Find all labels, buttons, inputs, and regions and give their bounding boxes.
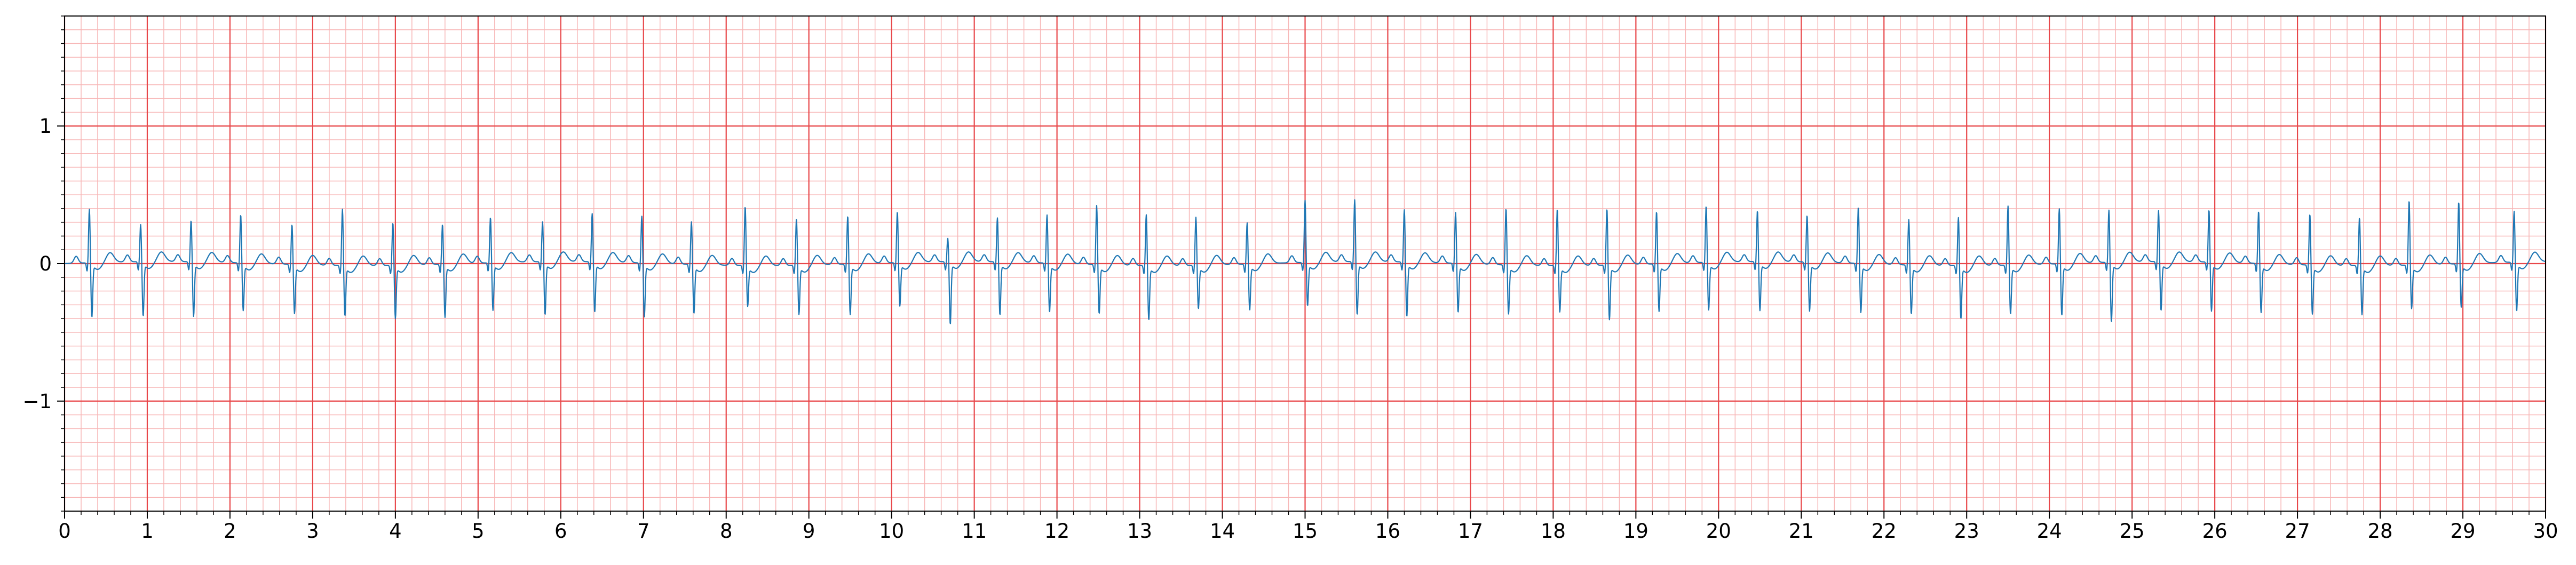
y-axis-ticks: −1 0 1 [22,16,65,511]
y-tick-label: 0 [39,252,52,275]
x-tick-label: 27 [2285,520,2310,543]
x-tick-label: 30 [2533,520,2558,543]
x-tick-label: 7 [637,520,650,543]
x-tick-label: 13 [1127,520,1152,543]
x-tick-label: 21 [1789,520,1814,543]
x-tick-label: 16 [1375,520,1400,543]
x-tick-label: 26 [2202,520,2228,543]
x-tick-label: 28 [2368,520,2393,543]
y-tick-label: 1 [39,115,52,138]
x-tick-label: 22 [1872,520,1897,543]
x-tick-label: 0 [58,520,71,543]
x-tick-label: 17 [1458,520,1483,543]
x-tick-label: 18 [1541,520,1566,543]
major-grid [65,16,2546,511]
x-tick-label: 29 [2450,520,2475,543]
x-tick-label: 25 [2120,520,2145,543]
x-tick-label: 2 [224,520,236,543]
x-tick-label: 14 [1210,520,1235,543]
x-tick-label: 12 [1044,520,1069,543]
x-tick-label: 6 [554,520,567,543]
x-tick-label: 8 [720,520,733,543]
x-tick-label: 10 [879,520,904,543]
x-tick-label: 19 [1623,520,1648,543]
x-tick-label: 4 [389,520,402,543]
x-tick-label: 24 [2037,520,2062,543]
x-tick-label: 23 [1954,520,1979,543]
x-tick-label: 20 [1706,520,1731,543]
x-tick-label: 15 [1293,520,1318,543]
x-tick-label: 5 [472,520,485,543]
x-axis-ticks: 0 1 2 3 4 5 6 7 8 9 10 11 12 13 14 15 16 17 18 19 20 21 22 23 24… [58,511,2558,543]
x-tick-label: 9 [803,520,815,543]
y-tick-label: −1 [22,390,52,413]
x-tick-label: 3 [306,520,319,543]
x-tick-label: 1 [141,520,154,543]
x-tick-label: 11 [962,520,987,543]
